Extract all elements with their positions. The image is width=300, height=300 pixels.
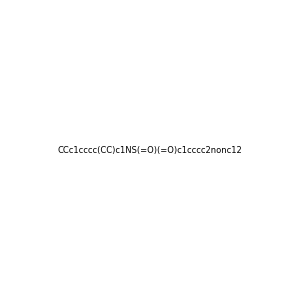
Text: CCc1cccc(CC)c1NS(=O)(=O)c1cccc2nonc12: CCc1cccc(CC)c1NS(=O)(=O)c1cccc2nonc12 [58, 146, 242, 154]
